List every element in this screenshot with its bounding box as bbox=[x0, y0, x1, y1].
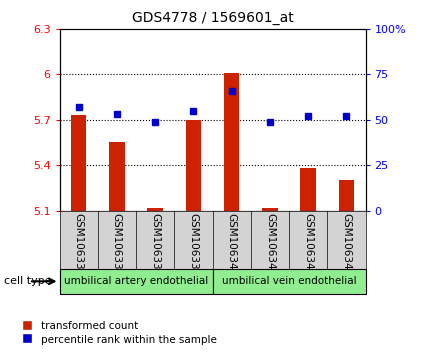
Bar bbox=[147, 208, 163, 211]
Bar bbox=[339, 180, 354, 211]
Text: GSM1063397: GSM1063397 bbox=[112, 213, 122, 283]
Bar bbox=[300, 168, 316, 211]
Bar bbox=[186, 120, 201, 211]
Text: GSM1063408: GSM1063408 bbox=[341, 213, 351, 283]
Bar bbox=[262, 208, 278, 211]
Title: GDS4778 / 1569601_at: GDS4778 / 1569601_at bbox=[132, 11, 293, 25]
Text: GSM1063405: GSM1063405 bbox=[227, 213, 237, 283]
Bar bbox=[109, 142, 125, 211]
Text: GSM1063406: GSM1063406 bbox=[265, 213, 275, 283]
Text: GSM1063399: GSM1063399 bbox=[188, 213, 198, 283]
Text: cell type: cell type bbox=[4, 276, 52, 286]
Text: GSM1063407: GSM1063407 bbox=[303, 213, 313, 283]
Text: GSM1063398: GSM1063398 bbox=[150, 213, 160, 283]
Bar bbox=[212, 269, 366, 294]
Text: GSM1063396: GSM1063396 bbox=[74, 213, 84, 283]
Text: umbilical vein endothelial: umbilical vein endothelial bbox=[222, 276, 356, 286]
Bar bbox=[224, 73, 239, 211]
Text: umbilical artery endothelial: umbilical artery endothelial bbox=[64, 276, 208, 286]
Bar bbox=[60, 269, 212, 294]
Legend: transformed count, percentile rank within the sample: transformed count, percentile rank withi… bbox=[22, 321, 217, 344]
Bar bbox=[71, 115, 86, 211]
